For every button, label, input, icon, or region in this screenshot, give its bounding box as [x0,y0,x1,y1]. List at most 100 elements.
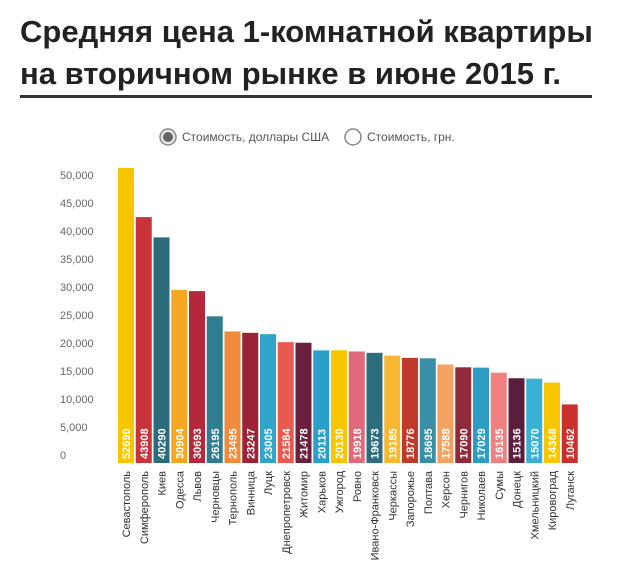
x-tick-label: Севастополь [121,471,133,538]
x-tick-label: Винница [245,470,257,515]
value-label: 19673 [370,428,382,459]
x-tick-label: Ивано-Франковск [370,471,382,561]
x-tick-label: Львов [192,471,204,502]
value-label: 20130 [334,428,346,459]
value-label: 30904 [174,428,186,459]
y-tick-label: 15,000 [60,366,94,378]
value-label: 40290 [157,428,169,459]
x-tick-label: Николаев [476,471,488,521]
x-tick-label: Хмельницкий [529,471,541,539]
value-label: 16135 [494,428,506,459]
radio-button[interactable] [344,128,362,146]
value-label: 23005 [263,428,275,459]
bar [153,237,170,463]
value-label: 15070 [529,428,541,459]
x-tick-label: Харьков [316,471,328,513]
bar [437,364,454,463]
x-tick-label: Луганск [565,471,577,510]
x-tick-label: Ужгород [334,470,346,513]
value-label: 30693 [192,428,204,459]
value-label: 23495 [228,428,240,459]
value-label: 21478 [299,428,311,459]
bar [455,367,472,463]
bar [295,342,312,463]
bar [331,350,347,463]
x-tick-label: Одесса [174,470,186,509]
x-tick-label: Донецк [512,471,524,508]
value-label: 52690 [121,428,133,459]
value-label: 18776 [405,428,417,459]
bar [206,316,223,463]
y-tick-label: 0 [60,450,66,462]
value-label: 19185 [387,428,399,459]
bar [135,217,152,463]
value-label: 19918 [352,428,364,459]
value-label: 18695 [423,428,435,459]
x-tick-label: Кировоград [547,470,559,530]
title-underline [20,95,592,98]
x-tick-label: Тернополь [228,471,240,526]
title-line: Средняя цена 1-комнатной квартиры [20,14,593,49]
bar [224,331,241,463]
value-label: 43908 [139,428,151,459]
bar [526,378,543,463]
y-tick-label: 10,000 [60,394,94,406]
legend-option[interactable]: Стоимость, грн. [344,128,455,146]
bar [544,382,560,463]
value-label: 14368 [547,428,559,459]
bar [384,355,401,463]
x-tick-label: Житомир [299,471,311,518]
bar [366,352,383,463]
value-label: 23247 [245,428,257,459]
legend-label[interactable]: Стоимость, доллары США [182,130,329,144]
value-label: 26195 [210,428,222,459]
bar [277,342,294,463]
bar [473,367,489,463]
y-tick-label: 20,000 [60,338,94,350]
bar [242,332,259,463]
x-tick-label: Чернигов [458,471,470,519]
bar [348,351,365,463]
bar [118,167,134,463]
bar [171,289,188,463]
value-label: 17029 [476,428,488,459]
x-tick-label: Черновцы [210,471,222,523]
bar [490,372,507,463]
value-label: 20113 [316,429,328,459]
bar [419,358,436,463]
y-tick-label: 30,000 [60,282,94,294]
x-tick-label: Киев [157,471,169,496]
x-tick-label: Запорожье [405,471,417,527]
bar [402,357,418,463]
bar [561,404,578,463]
bar [313,350,330,463]
value-label: 15136 [512,428,524,459]
radio-dot [163,132,173,142]
x-tick-label: Симферополь [139,471,151,544]
x-tick-label: Луцк [263,471,275,495]
bar [260,334,276,463]
x-tick-label: Полтава [423,470,435,514]
x-tick-label: Сумы [494,471,506,500]
y-tick-label: 25,000 [60,310,94,322]
legend-option[interactable]: Стоимость, доллары США [159,128,329,146]
title-line: на вторичном рынке в июне 2015 г. [20,56,561,91]
x-tick-label: Ровно [352,471,364,502]
y-tick-label: 50,000 [60,170,94,182]
y-tick-label: 40,000 [60,226,94,238]
x-tick-label: Днепропетровск [281,471,293,554]
y-tick-label: 35,000 [60,254,94,266]
value-label: 17588 [441,428,453,459]
value-label: 10462 [565,428,577,459]
x-tick-label: Херсон [441,471,453,508]
x-tick-label: Черкассы [387,471,399,521]
value-label: 21584 [281,428,293,459]
bar [508,378,525,463]
value-label: 17090 [458,428,470,459]
y-tick-label: 45,000 [60,198,94,210]
y-tick-label: 5,000 [60,422,88,434]
legend-label[interactable]: Стоимость, грн. [367,130,455,144]
bar [189,291,205,463]
